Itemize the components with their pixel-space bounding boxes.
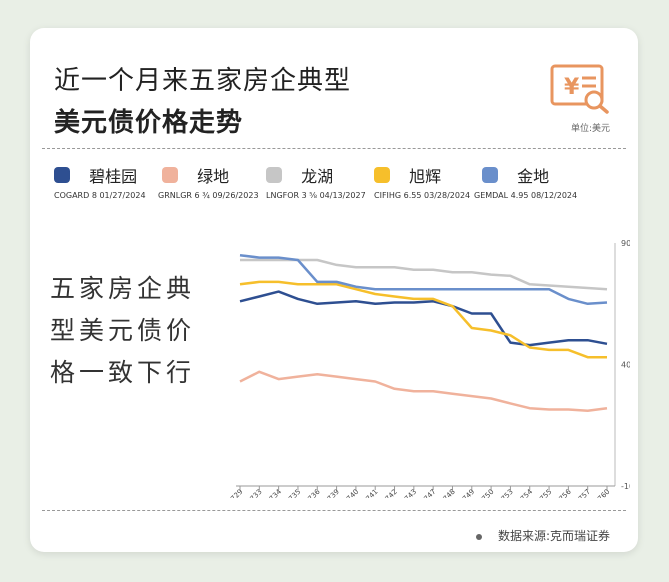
legend-item-biguiyuan: 碧桂园 <box>54 163 137 187</box>
x-tick-label: 44753 <box>493 488 514 498</box>
legend-swatch <box>266 167 282 183</box>
x-tick-label: 44733 <box>242 488 263 498</box>
legend-bond-label: LNGFOR 3 ⅝ 04/13/2027 <box>266 191 366 200</box>
legend-swatch <box>482 167 498 183</box>
conclusion-text: 五家房企典型美元债价格一致下行 <box>50 274 196 387</box>
legend-item-lvdi: 绿地 <box>162 163 229 187</box>
legend-label: 旭辉 <box>409 167 442 186</box>
x-tick-label: 44740 <box>339 488 360 498</box>
bill-search-icon: ¥ <box>550 64 609 114</box>
series-line-0 <box>239 290 608 347</box>
legend-label: 碧桂园 <box>89 167 138 186</box>
series-line-4 <box>239 253 608 306</box>
x-tick-label: 44749 <box>455 488 476 498</box>
x-tick-label: 44736 <box>300 487 322 498</box>
legend-label: 龙湖 <box>301 167 334 186</box>
legend-item-xuhui: 旭辉 <box>374 163 441 187</box>
series-line-1 <box>239 370 608 412</box>
legend-swatch <box>54 167 70 183</box>
legend-label: 绿地 <box>197 167 230 186</box>
x-tick-label: 44739 <box>320 488 341 498</box>
legend-item-jindi: 金地 <box>482 163 549 187</box>
divider-top <box>42 148 626 149</box>
y-tick-label: 90 <box>621 239 630 248</box>
legend-swatch <box>374 167 390 183</box>
unit-label: 单位:美元 <box>570 124 610 134</box>
x-tick-label: 44735 <box>281 488 302 498</box>
x-tick-label: 44742 <box>378 488 399 498</box>
chart-title-line2: 美元债价格走势 <box>54 108 244 138</box>
x-tick-label: 44750 <box>474 488 495 498</box>
series-line-3 <box>239 280 607 359</box>
legend-label: 金地 <box>517 167 550 186</box>
series-line-2 <box>240 258 608 291</box>
legend-bond-label: COGARD 8 01/27/2024 <box>54 191 146 200</box>
x-tick-label: 44757 <box>571 488 592 498</box>
line-chart: 9040-10447294473344734447354473644739447… <box>223 239 630 498</box>
x-tick-label: 44729 <box>223 488 244 498</box>
bullet-icon <box>475 533 482 540</box>
x-tick-label: 44743 <box>397 488 418 498</box>
chart-title-line1: 近一个月来五家房企典型 <box>54 66 352 96</box>
legend-bond-label: GRNLGR 6 ¾ 09/26/2023 <box>158 191 259 200</box>
svg-text:¥: ¥ <box>564 75 580 100</box>
legend-swatch <box>162 167 178 183</box>
divider-bottom <box>42 510 626 511</box>
legend-bond-label: GEMDAL 4.95 08/12/2024 <box>474 191 578 200</box>
x-tick-label: 44734 <box>262 487 284 498</box>
y-tick-label: -10 <box>621 482 630 491</box>
x-tick-label: 44756 <box>551 487 573 498</box>
chart-card: 近一个月来五家房企典型 美元债价格走势 ¥ 单位:美元 碧桂园 COGARD 8… <box>30 28 638 552</box>
x-tick-label: 44741 <box>358 488 379 498</box>
x-tick-label: 44754 <box>513 487 535 498</box>
data-source: 数据来源:克而瑞证券 <box>475 527 610 544</box>
legend-item-longhu: 龙湖 <box>266 163 333 187</box>
source-text: 数据来源:克而瑞证券 <box>497 529 610 543</box>
x-tick-label: 44747 <box>416 488 437 498</box>
x-tick-label: 44748 <box>435 488 456 498</box>
x-tick-label: 44755 <box>532 488 553 498</box>
x-tick-label: 44760 <box>590 488 611 498</box>
y-tick-label: 40 <box>621 361 630 370</box>
legend-bond-label: CIFIHG 6.55 03/28/2024 <box>374 191 471 200</box>
